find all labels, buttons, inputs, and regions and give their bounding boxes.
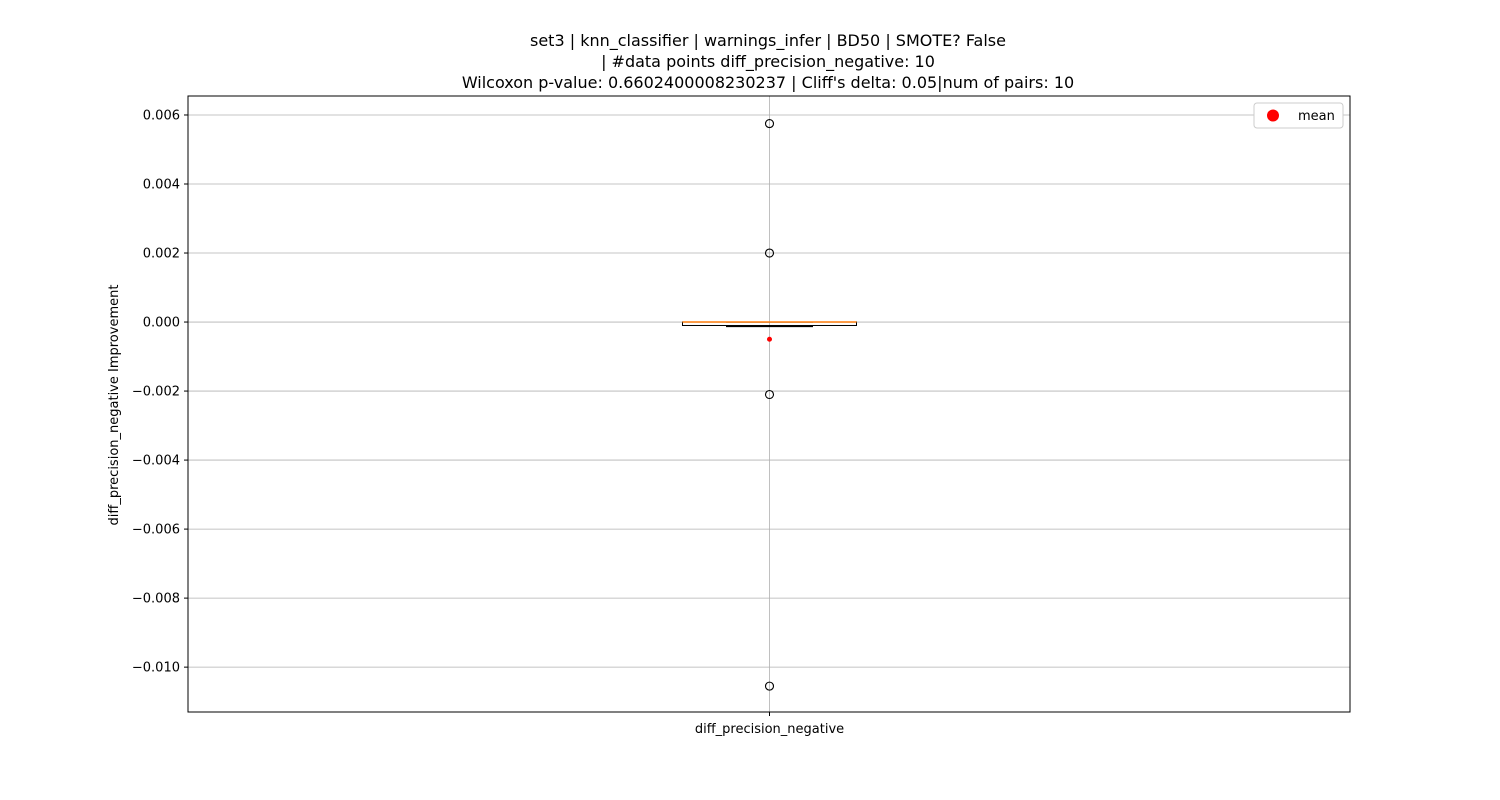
chart-title: set3 | knn_classifier | warnings_infer |… [462,31,1074,92]
y-tick-label: −0.002 [132,385,180,400]
y-tick-label: −0.010 [132,661,180,676]
outlier-point [764,119,775,129]
title-line: set3 | knn_classifier | warnings_infer |… [530,31,1006,51]
axes-frame [187,95,1351,713]
y-tick-label: 0.002 [143,247,180,262]
boxplot [682,119,857,691]
legend-marker-mean [1267,109,1279,122]
outlier-point [764,389,775,400]
x-tick-label: diff_precision_negative [695,722,844,737]
mean-point [767,336,772,342]
title-line: | #data points diff_precision_negative: … [601,52,935,72]
y-axis: 0.006 0.004 0.002 0.000 −0.002 −0.004 −0.006 −0… [132,108,188,676]
y-tick-label: −0.008 [132,592,180,607]
y-tick-label: 0.000 [143,316,180,331]
outlier-point [764,681,775,691]
y-tick-label: −0.004 [132,454,180,469]
y-axis-label: diff_precision_negative Improvement [107,285,122,526]
y-tick-label: −0.006 [132,523,180,538]
title-line: Wilcoxon p-value: 0.6602400008230237 | C… [462,73,1074,92]
y-tick-label: 0.006 [143,108,180,123]
legend-label-mean: mean [1298,109,1335,124]
legend: mean [1253,102,1344,129]
y-tick-label: 0.004 [143,178,180,193]
legend-box [1253,102,1344,129]
x-axis: diff_precision_negative [695,712,844,737]
outlier-point [764,248,775,258]
grid [188,96,1350,712]
